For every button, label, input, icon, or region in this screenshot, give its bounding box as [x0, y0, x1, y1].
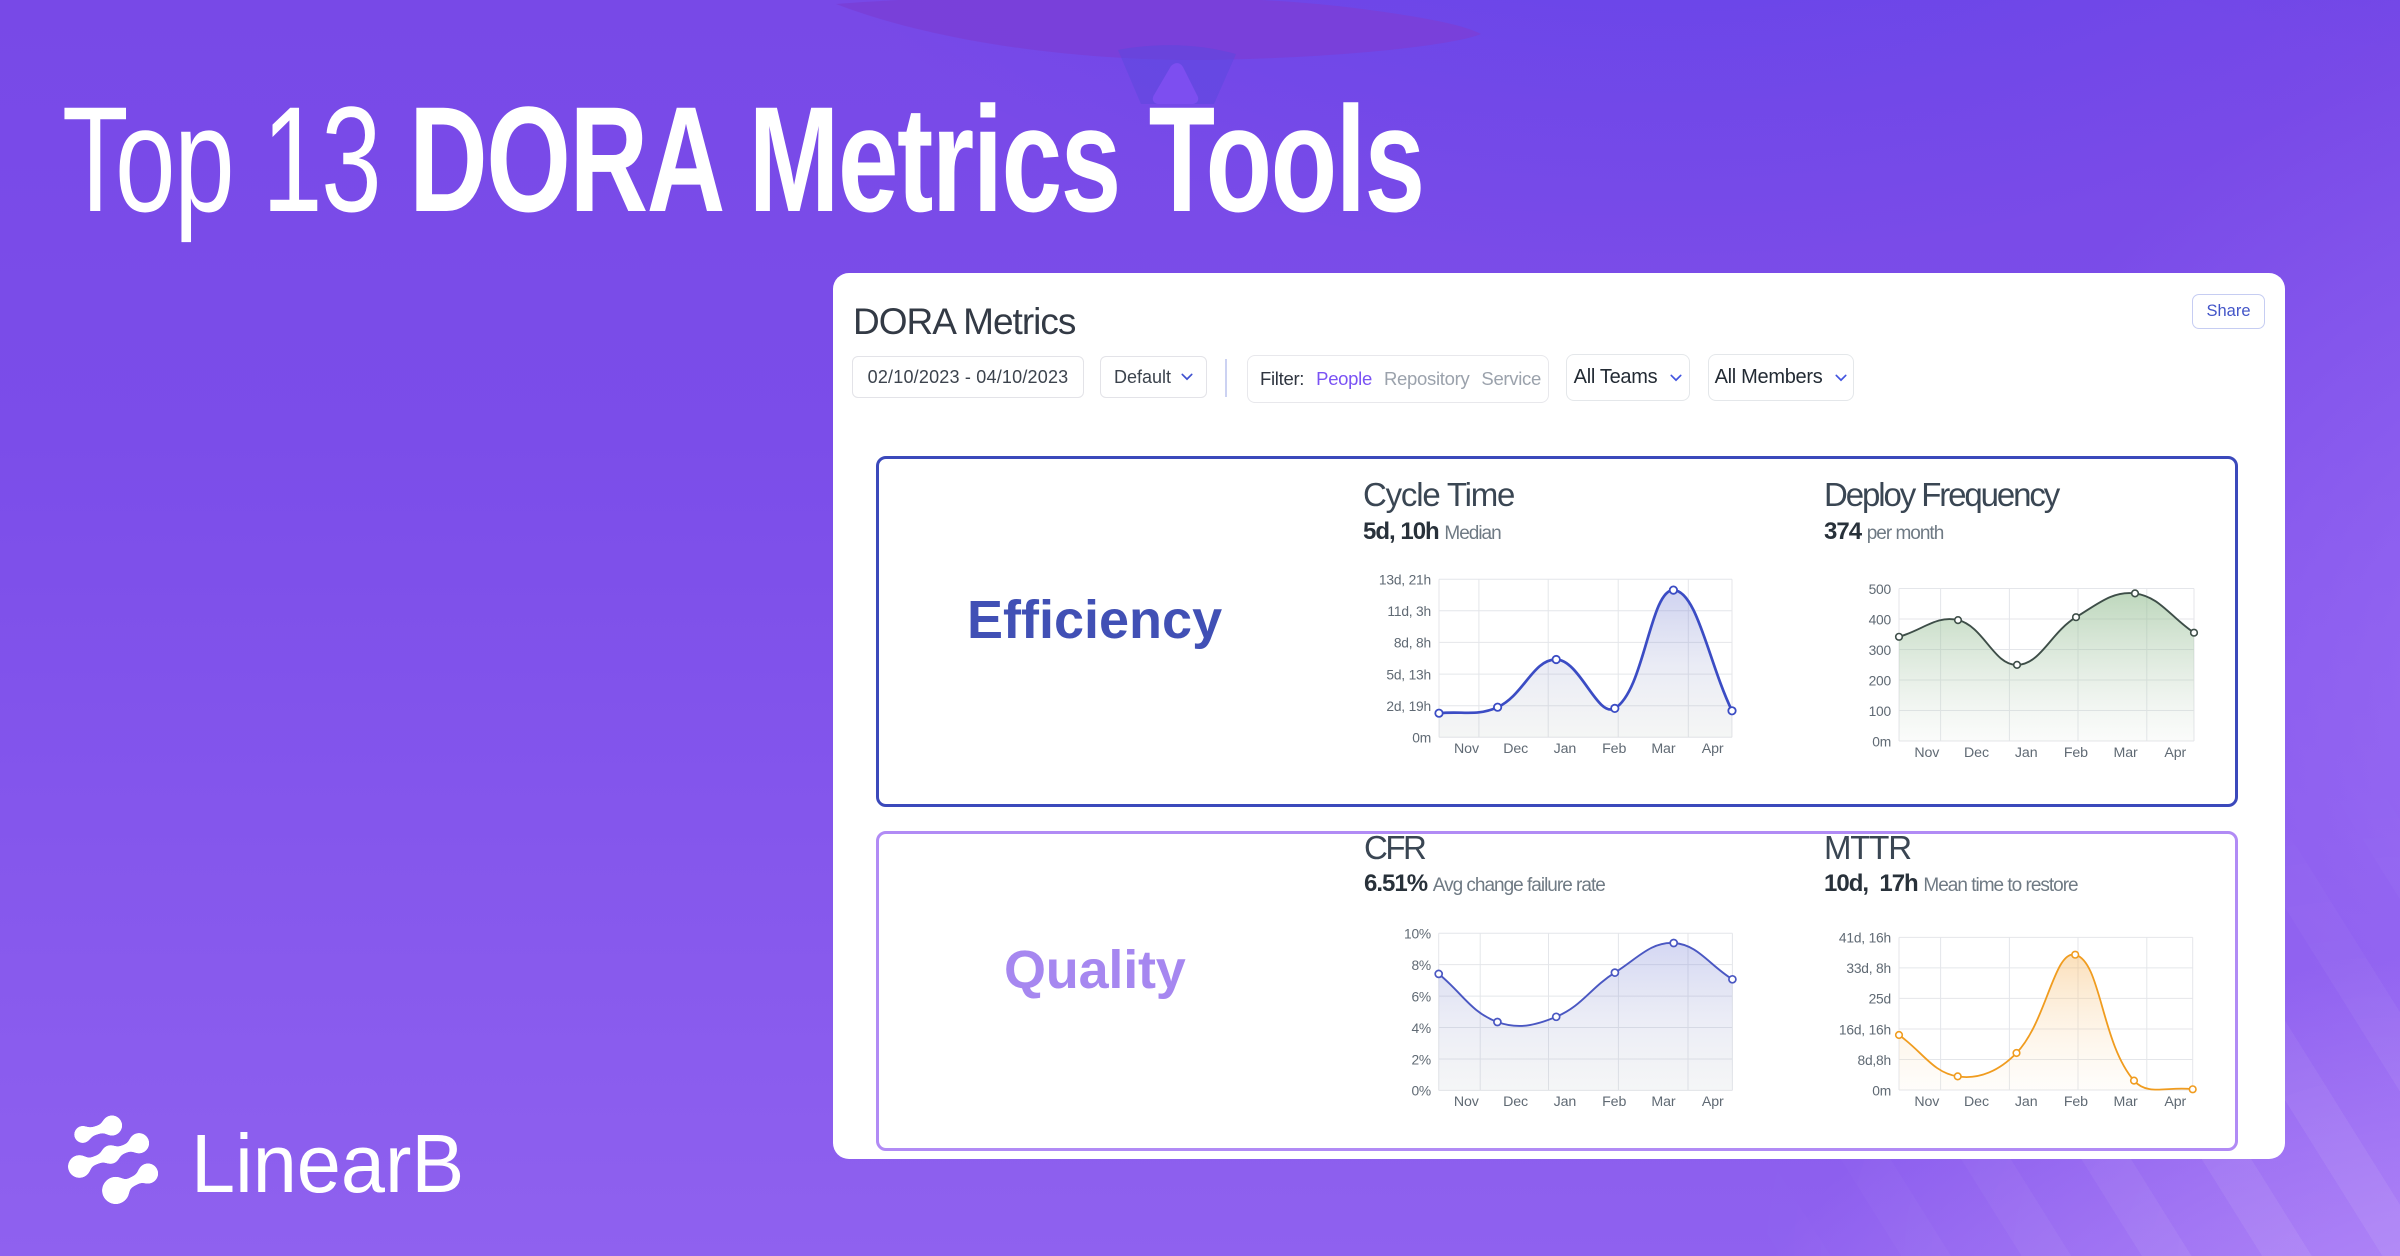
svg-text:Feb: Feb: [2064, 1094, 2088, 1110]
svg-text:Nov: Nov: [1454, 741, 1480, 757]
svg-text:Apr: Apr: [2164, 1094, 2186, 1110]
svg-text:2d, 19h: 2d, 19h: [1386, 699, 1431, 714]
svg-text:2%: 2%: [1411, 1052, 1431, 1067]
svg-text:Nov: Nov: [1914, 745, 1940, 761]
svg-text:Mar: Mar: [2114, 745, 2139, 761]
svg-text:Dec: Dec: [1964, 745, 1989, 761]
svg-text:4%: 4%: [1411, 1021, 1431, 1036]
svg-text:8%: 8%: [1411, 958, 1431, 973]
svg-text:6%: 6%: [1411, 989, 1431, 1004]
svg-text:Apr: Apr: [2164, 745, 2186, 761]
svg-text:0m: 0m: [1872, 1083, 1891, 1098]
svg-text:Nov: Nov: [1914, 1094, 1940, 1110]
svg-text:100: 100: [1869, 704, 1892, 719]
svg-text:10%: 10%: [1404, 927, 1431, 942]
svg-text:Jan: Jan: [2015, 1094, 2038, 1110]
svg-text:11d, 3h: 11d, 3h: [1387, 604, 1431, 619]
svg-text:8d,8h: 8d,8h: [1857, 1053, 1891, 1068]
svg-text:25d: 25d: [1869, 992, 1891, 1007]
svg-text:0%: 0%: [1411, 1084, 1431, 1099]
svg-text:300: 300: [1869, 643, 1892, 658]
svg-text:Dec: Dec: [1503, 741, 1528, 757]
svg-text:Mar: Mar: [2114, 1094, 2139, 1110]
svg-text:33d, 8h: 33d, 8h: [1846, 961, 1891, 976]
svg-text:Feb: Feb: [2064, 745, 2088, 761]
svg-text:Nov: Nov: [1454, 1094, 1480, 1110]
svg-text:Jan: Jan: [2015, 745, 2038, 761]
svg-text:0m: 0m: [1412, 731, 1431, 746]
svg-text:5d, 13h: 5d, 13h: [1386, 667, 1431, 682]
svg-text:0m: 0m: [1872, 734, 1891, 749]
svg-text:13d, 21h: 13d, 21h: [1379, 573, 1431, 588]
svg-text:41d, 16h: 41d, 16h: [1839, 931, 1891, 946]
svg-text:Apr: Apr: [1702, 741, 1724, 757]
svg-text:400: 400: [1869, 612, 1892, 627]
svg-text:Jan: Jan: [1554, 741, 1577, 757]
svg-text:Mar: Mar: [1651, 1094, 1676, 1110]
svg-text:Apr: Apr: [1702, 1094, 1724, 1110]
svg-text:Dec: Dec: [1964, 1094, 1989, 1110]
svg-text:Jan: Jan: [1554, 1094, 1577, 1110]
svg-text:Mar: Mar: [1651, 741, 1676, 757]
svg-text:Feb: Feb: [1602, 741, 1626, 757]
svg-text:8d, 8h: 8d, 8h: [1394, 636, 1431, 651]
svg-text:200: 200: [1869, 673, 1892, 688]
svg-text:Feb: Feb: [1602, 1094, 1626, 1110]
svg-text:Dec: Dec: [1503, 1094, 1528, 1110]
svg-text:500: 500: [1869, 582, 1892, 597]
svg-text:16d, 16h: 16d, 16h: [1839, 1022, 1891, 1037]
